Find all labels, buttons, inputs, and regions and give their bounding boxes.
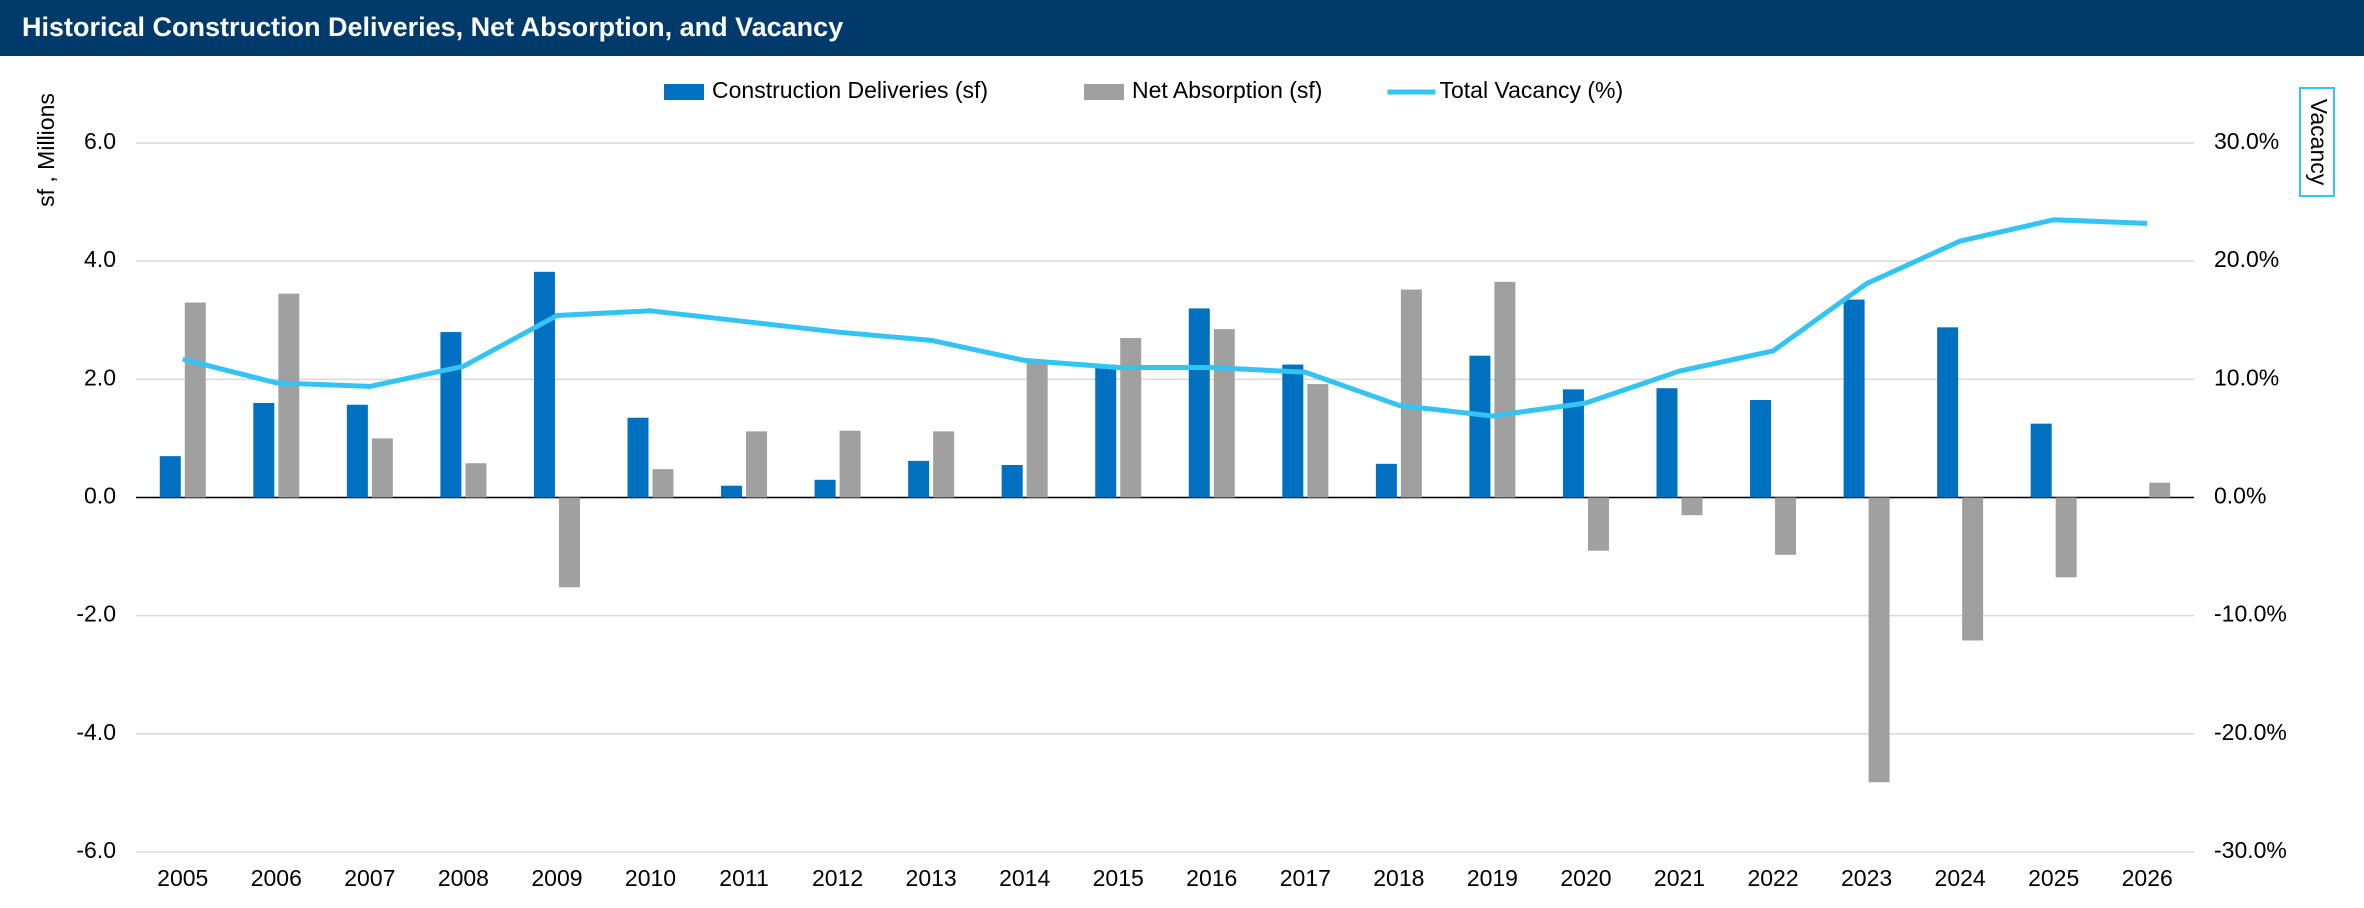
bar [908,460,930,498]
y-tick-label: 6.0 [84,128,116,154]
bar [839,430,861,498]
x-tick-label: 2008 [438,865,489,891]
x-tick-label: 2009 [531,865,582,891]
chart-title: Historical Construction Deliveries, Net … [22,12,843,42]
bar [558,497,580,588]
header-bar [0,0,2364,56]
y-tick-label: -4.0 [76,719,116,745]
bar [814,479,836,498]
legend-label: Net Absorption (sf) [1132,77,1322,103]
bar [627,417,649,498]
y2-tick-label: 10.0% [2214,364,2279,390]
x-tick-label: 2014 [999,865,1050,891]
x-tick-label: 2010 [625,865,676,891]
y2-label-box [2299,87,2335,197]
x-tick-label: 2024 [1935,865,1986,891]
bar [278,293,300,498]
bar [465,463,487,498]
y2-tick-label: 20.0% [2214,246,2279,272]
bar [1868,497,1890,783]
y2-axis-label: Vacancy [2306,99,2332,186]
bar [1026,359,1048,498]
bar [1750,400,1772,498]
x-tick-label: 2016 [1186,865,1237,891]
bar [1375,463,1397,498]
x-tick-label: 2025 [2028,865,2079,891]
y-tick-label: 0.0 [84,483,116,509]
x-tick-label: 2022 [1747,865,1798,891]
x-tick-label: 2026 [2122,865,2173,891]
x-tick-label: 2020 [1560,865,1611,891]
y-tick-label: 2.0 [84,364,116,390]
x-tick-label: 2015 [1093,865,1144,891]
y-tick-label: -6.0 [76,837,116,863]
bar [2030,423,2052,498]
bar [1843,299,1865,498]
bar [1095,364,1117,498]
x-tick-label: 2012 [812,865,863,891]
bar [1962,497,1984,641]
y2-tick-label: 30.0% [2214,128,2279,154]
bar [1213,329,1235,498]
bar [721,485,743,498]
x-tick-label: 2013 [906,865,957,891]
y-tick-label: -2.0 [76,601,116,627]
bar [346,404,368,498]
bar [533,271,555,498]
bar [933,431,955,498]
bar [1188,308,1210,498]
bar [1120,337,1142,498]
bar [2055,497,2077,578]
bar [1937,327,1959,498]
line [182,217,2148,419]
bar [1001,465,1023,498]
legend-label: Construction Deliveries (sf) [712,77,988,103]
x-tick-label: 2005 [157,865,208,891]
y2-tick-label: -20.0% [2214,719,2287,745]
bar [1681,497,1703,516]
x-tick-label: 2019 [1467,865,1518,891]
bar [1775,497,1797,555]
bar [440,332,462,498]
bar [1307,384,1329,498]
legend-label: Total Vacancy (%) [1440,77,1624,103]
x-tick-label: 2006 [251,865,302,891]
bar [371,438,393,498]
bar [746,431,768,498]
y2-tick-label: -30.0% [2214,837,2287,863]
bar [253,402,275,498]
bar [652,469,674,498]
y-tick-label: 4.0 [84,246,116,272]
bar [1656,388,1678,498]
bar [1494,281,1516,498]
bar [2149,482,2171,498]
legend-swatch [664,84,704,100]
x-tick-label: 2023 [1841,865,1892,891]
bar [1562,389,1584,498]
bar [1282,364,1304,498]
x-tick-label: 2017 [1280,865,1331,891]
bar [1400,289,1422,498]
bar [1469,355,1491,498]
x-tick-label: 2021 [1654,865,1705,891]
bar [1587,497,1609,551]
x-tick-label: 2007 [344,865,395,891]
x-tick-label: 2018 [1373,865,1424,891]
y-axis-label: sf , Millions [33,93,59,207]
y2-tick-label: 0.0% [2214,483,2266,509]
bar [184,302,206,498]
y2-tick-label: -10.0% [2214,601,2287,627]
legend-swatch [1084,84,1124,100]
x-tick-label: 2011 [719,865,768,891]
bar [159,456,181,498]
